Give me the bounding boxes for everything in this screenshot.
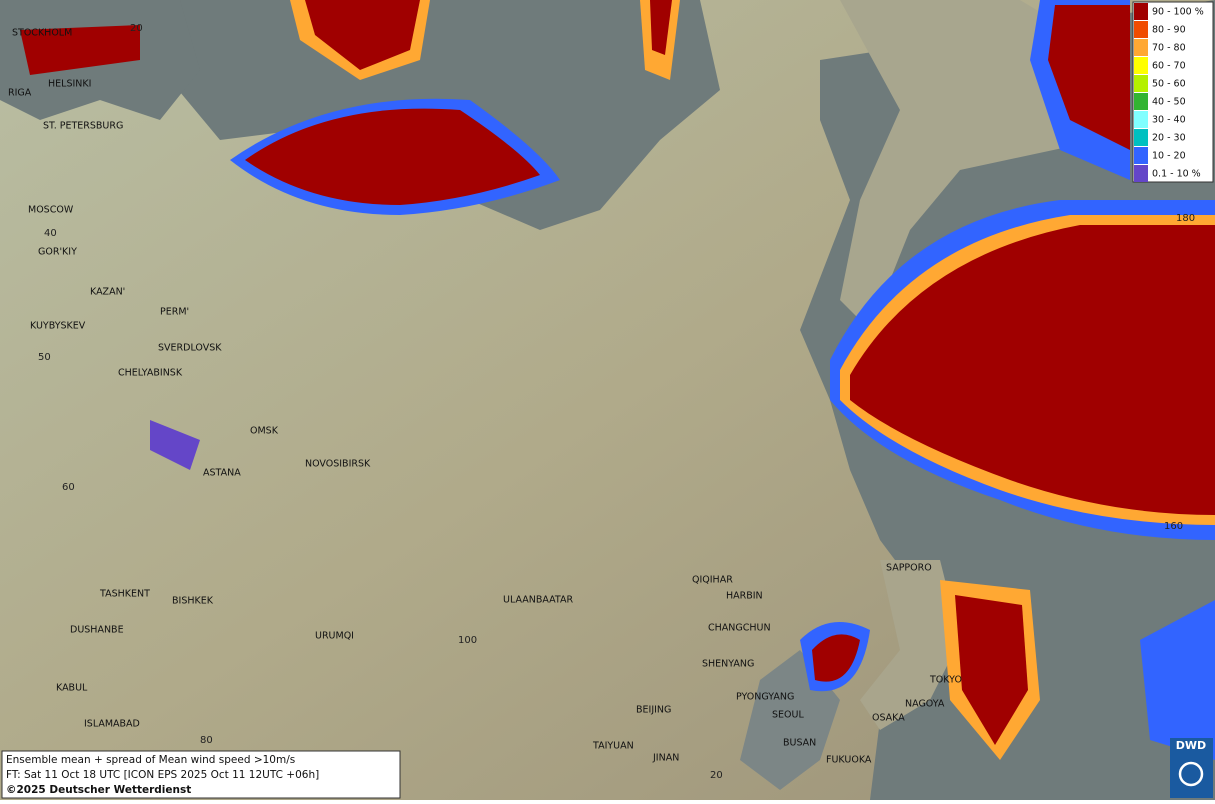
graticule-label: 20 bbox=[710, 770, 723, 781]
graticule-label: 160 bbox=[1164, 521, 1183, 532]
legend-swatch bbox=[1134, 39, 1148, 56]
city-label: NAGOYA bbox=[905, 699, 945, 710]
city-label: ISLAMABAD bbox=[84, 719, 140, 730]
legend-swatch bbox=[1134, 93, 1148, 110]
graticule-label: 80 bbox=[200, 735, 213, 746]
legend-label: 30 - 40 bbox=[1152, 115, 1186, 126]
legend-label: 70 - 80 bbox=[1152, 43, 1186, 54]
city-label: STOCKHOLM bbox=[12, 28, 72, 39]
legend-label: 10 - 20 bbox=[1152, 151, 1186, 162]
city-label: KABUL bbox=[56, 683, 88, 694]
graticule-label: 40 bbox=[44, 228, 57, 239]
legend-swatch bbox=[1134, 147, 1148, 164]
graticule-label: 20 bbox=[130, 23, 143, 34]
wind-areas bbox=[20, 0, 1215, 760]
city-label: DUSHANBE bbox=[70, 625, 124, 636]
city-label: QIQIHAR bbox=[692, 575, 733, 586]
city-label: HELSINKI bbox=[48, 79, 91, 90]
legend-label: 80 - 90 bbox=[1152, 25, 1186, 36]
caption-box bbox=[1, 750, 401, 799]
legend-swatch bbox=[1134, 111, 1148, 128]
city-label: PERM' bbox=[160, 307, 189, 318]
logo-box bbox=[1170, 738, 1213, 798]
city-label: CHANGCHUN bbox=[708, 623, 771, 634]
legend-swatch bbox=[1134, 75, 1148, 92]
logo-swirl bbox=[1178, 761, 1204, 787]
legend-label: 60 - 70 bbox=[1152, 61, 1186, 72]
city-label: OSAKA bbox=[872, 713, 905, 724]
city-label: NOVOSIBIRSK bbox=[305, 459, 371, 470]
city-label: CHELYABINSK bbox=[118, 368, 183, 379]
legend-swatch bbox=[1134, 165, 1148, 182]
city-label: SAPPORO bbox=[886, 563, 932, 574]
city-label: KUYBYSKEV bbox=[30, 321, 86, 332]
caption-line: ©2025 Deutscher Wetterdienst bbox=[6, 784, 191, 796]
city-label: TOKYO bbox=[929, 675, 962, 686]
city-label: ASTANA bbox=[203, 468, 241, 479]
city-label: URUMQI bbox=[315, 631, 354, 642]
city-label: TAIYUAN bbox=[592, 741, 634, 752]
city-label: FUKUOKA bbox=[826, 755, 872, 766]
city-label: SHENYANG bbox=[702, 659, 754, 670]
city-label: GOR'KIY bbox=[38, 247, 77, 258]
graticule-label: 60 bbox=[62, 482, 75, 493]
caption-line: FT: Sat 11 Oct 18 UTC [ICON EPS 2025 Oct… bbox=[6, 769, 319, 781]
city-label: PYONGYANG bbox=[736, 692, 794, 703]
legend-swatch bbox=[1134, 21, 1148, 38]
legend-label: 0.1 - 10 % bbox=[1152, 169, 1201, 180]
city-label: OMSK bbox=[250, 426, 279, 437]
city-label: BUSAN bbox=[783, 738, 816, 749]
city-label: RIGA bbox=[8, 88, 32, 99]
city-label: HARBIN bbox=[726, 591, 763, 602]
legend-label: 90 - 100 % bbox=[1152, 7, 1204, 18]
graticule-label: 50 bbox=[38, 352, 51, 363]
legend-label: 40 - 50 bbox=[1152, 97, 1186, 108]
city-label: ST. PETERSBURG bbox=[43, 121, 123, 132]
city-label: ULAANBAATAR bbox=[503, 595, 573, 606]
legend-label: 20 - 30 bbox=[1152, 133, 1186, 144]
city-label: BISHKEK bbox=[172, 596, 214, 607]
japan-land bbox=[860, 560, 960, 730]
graticule-label: 180 bbox=[1176, 213, 1195, 224]
city-label: KAZAN' bbox=[90, 287, 125, 298]
city-labels: STOCKHOLM HELSINKI RIGA ST. PETERSBURG MOSCO… bbox=[8, 28, 962, 766]
legend-label: 50 - 60 bbox=[1152, 79, 1186, 90]
legend-swatch bbox=[1134, 3, 1148, 20]
graticule-labels: 20 40 50 60 80 100 180 160 20 bbox=[38, 23, 1195, 781]
legend-swatch bbox=[1134, 57, 1148, 74]
caption-line: Ensemble mean + spread of Mean wind spee… bbox=[6, 754, 295, 766]
city-label: SVERDLOVSK bbox=[158, 343, 222, 354]
graticule-label: 100 bbox=[458, 635, 477, 646]
city-label: SEOUL bbox=[772, 710, 804, 721]
city-label: MOSCOW bbox=[28, 205, 74, 216]
city-label: JINAN bbox=[652, 753, 679, 764]
legend: 90 - 100 % 80 - 90 70 - 80 60 - 70 50 - 60 40… bbox=[1132, 1, 1214, 183]
city-label: TASHKENT bbox=[99, 589, 150, 600]
city-label: BEIJING bbox=[636, 705, 671, 716]
logo: DWD bbox=[1176, 739, 1206, 752]
legend-swatch bbox=[1134, 129, 1148, 146]
